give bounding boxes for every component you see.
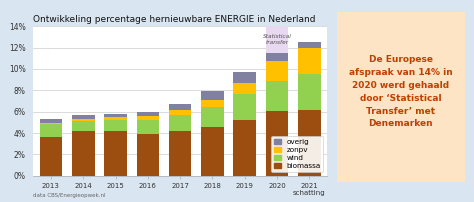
Text: data CBS/Energieopwek.nl: data CBS/Energieopwek.nl	[33, 193, 106, 198]
Bar	[104, 120, 127, 131]
Bar	[104, 114, 127, 117]
Bar	[266, 53, 288, 61]
Bar	[104, 117, 127, 120]
Bar	[233, 83, 256, 94]
Bar	[298, 74, 320, 109]
Bar	[40, 119, 62, 123]
Bar	[169, 115, 191, 131]
Bar	[137, 116, 159, 120]
Bar	[137, 134, 159, 176]
Bar	[137, 120, 159, 134]
Text: Statistical
transfer: Statistical transfer	[263, 34, 292, 45]
Bar	[40, 123, 62, 124]
Bar	[266, 61, 288, 81]
Text: Ontwikkeling percentage hernieuwbare ENERGIE in Nederland: Ontwikkeling percentage hernieuwbare ENE…	[33, 15, 316, 24]
Bar	[104, 131, 127, 176]
Bar	[72, 121, 94, 131]
Bar	[72, 119, 94, 121]
Bar	[266, 81, 288, 111]
Bar	[72, 131, 94, 176]
Bar	[40, 124, 62, 137]
Bar	[266, 26, 288, 53]
Bar	[233, 120, 256, 176]
Legend: overig, zonpv, wind, biomassa: overig, zonpv, wind, biomassa	[271, 136, 323, 172]
Bar	[169, 104, 191, 109]
Bar	[201, 100, 224, 107]
Bar	[298, 109, 320, 176]
Bar	[137, 112, 159, 116]
Text: De Europese
afspraak van 14% in
2020 werd gehaald
door ‘Statistical
Transfer’ me: De Europese afspraak van 14% in 2020 wer…	[349, 55, 452, 128]
Bar	[201, 107, 224, 127]
Bar	[298, 42, 320, 48]
Bar	[169, 109, 191, 115]
Bar	[298, 48, 320, 74]
Bar	[40, 137, 62, 176]
Bar	[201, 91, 224, 100]
Bar	[266, 111, 288, 176]
Bar	[233, 72, 256, 83]
Bar	[201, 127, 224, 176]
Bar	[233, 94, 256, 120]
Bar	[72, 115, 94, 119]
Bar	[169, 131, 191, 176]
